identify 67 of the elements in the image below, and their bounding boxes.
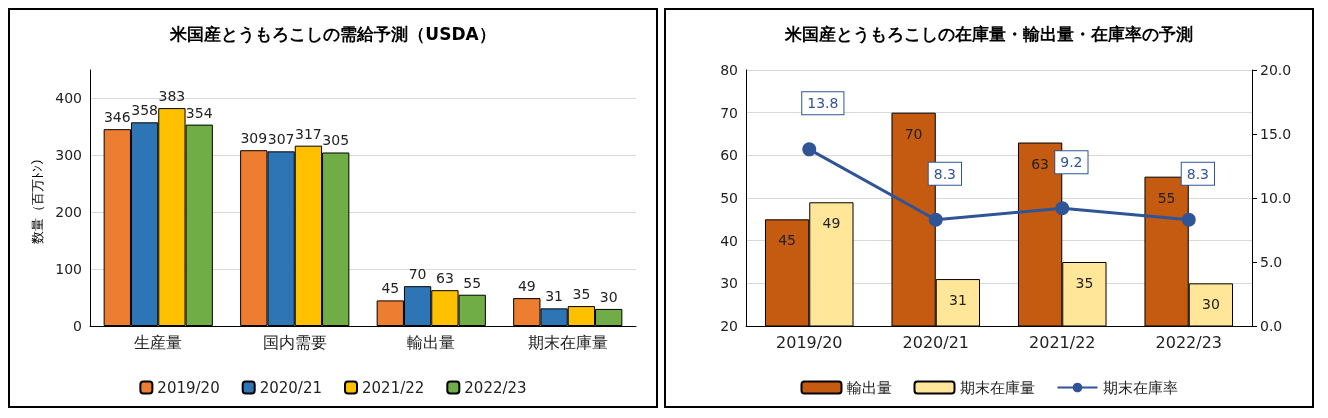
y2-tick-label: 5.0 xyxy=(1260,254,1283,270)
data-label: 9.2 xyxy=(1060,154,1083,171)
data-label: 31 xyxy=(948,292,967,309)
y-tick-label: 80 xyxy=(720,62,738,78)
data-label: 55 xyxy=(1157,189,1176,206)
y-axis-title: 数量（百万ﾄﾝ） xyxy=(30,152,46,244)
data-label: 30 xyxy=(599,288,618,305)
legend-label: 輸出量 xyxy=(846,378,892,397)
y2-tick-label: 10.0 xyxy=(1260,190,1292,206)
legend-label: 2020/21 xyxy=(259,378,323,397)
y-tick-label: 50 xyxy=(720,190,738,206)
data-label: 358 xyxy=(131,102,158,119)
data-label: 8.3 xyxy=(933,165,957,182)
data-label: 30 xyxy=(1201,296,1220,313)
y-tick-label: 30 xyxy=(720,275,738,292)
data-label: 63 xyxy=(1031,155,1050,172)
data-label: 317 xyxy=(295,125,322,142)
x-tick-label: 輸出量 xyxy=(407,332,456,352)
x-tick-label: 2021/22 xyxy=(1029,332,1096,352)
data-label: 35 xyxy=(572,286,591,303)
legend-label: 2019/20 xyxy=(157,378,220,397)
data-label: 49 xyxy=(517,278,536,295)
legend-label: 期末在庫率 xyxy=(1102,378,1178,397)
y-tick-label: 400 xyxy=(55,90,82,107)
data-label: 31 xyxy=(545,288,564,305)
data-label: 49 xyxy=(822,215,841,232)
y2-tick-label: 15.0 xyxy=(1260,126,1292,142)
data-label: 45 xyxy=(778,232,797,249)
y-tick-label: 100 xyxy=(55,261,82,278)
point xyxy=(802,142,817,157)
data-label: 70 xyxy=(904,125,923,142)
x-tick-label: 期末在庫量 xyxy=(527,332,608,352)
data-label: 383 xyxy=(158,88,186,105)
data-label: 346 xyxy=(103,109,131,126)
y2-tick-label: 0.0 xyxy=(1260,318,1283,334)
y-tick-label: 20 xyxy=(720,318,738,334)
data-label: 55 xyxy=(463,274,482,291)
y-tick-label: 0 xyxy=(73,318,82,334)
chart-title: 米国産とうもろこしの需給予測（USDA） xyxy=(169,23,496,44)
x-tick-label: 2022/23 xyxy=(1155,332,1222,352)
y2-tick-label: 20.0 xyxy=(1260,62,1292,78)
x-tick-label: 国内需要 xyxy=(262,332,327,352)
data-label: 13.8 xyxy=(807,95,839,112)
y-tick-label: 60 xyxy=(720,147,738,164)
data-label: 8.3 xyxy=(1186,165,1210,182)
data-label: 309 xyxy=(240,130,268,147)
x-tick-label: 2019/20 xyxy=(776,332,843,352)
point xyxy=(928,212,943,227)
data-label: 70 xyxy=(408,266,427,283)
legend-label: 期末在庫量 xyxy=(959,378,1035,397)
data-label: 63 xyxy=(435,270,454,287)
legend-label: 2021/22 xyxy=(362,378,425,397)
y-tick-label: 300 xyxy=(55,147,82,164)
y-tick-label: 70 xyxy=(720,104,738,121)
chart-title: 米国産とうもろこしの在庫量・輸出量・在庫率の予測 xyxy=(784,23,1193,44)
data-label: 35 xyxy=(1075,275,1094,291)
data-label: 307 xyxy=(267,131,295,148)
data-label: 305 xyxy=(322,132,350,149)
point xyxy=(1181,212,1196,227)
data-label: 354 xyxy=(185,104,213,121)
x-tick-label: 2020/21 xyxy=(902,332,969,352)
point xyxy=(1055,201,1070,216)
legend-label: 2022/23 xyxy=(464,378,527,397)
y-tick-label: 40 xyxy=(720,232,738,249)
data-label: 45 xyxy=(381,280,400,297)
y-tick-label: 200 xyxy=(55,204,82,221)
x-tick-label: 生産量 xyxy=(134,332,183,352)
